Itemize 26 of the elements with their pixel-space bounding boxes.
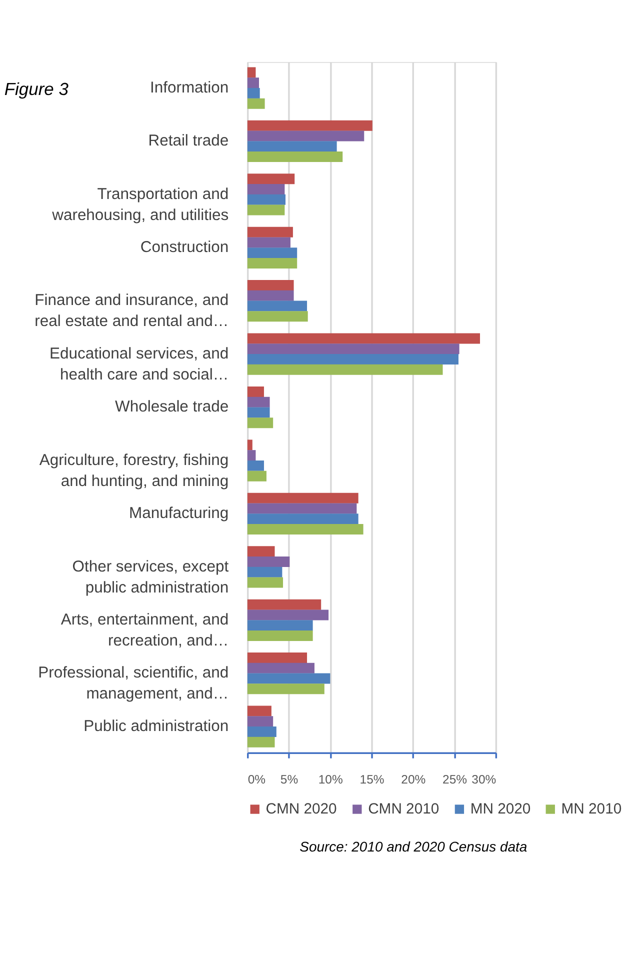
y-tick-label: Transportation and warehousing, and utilities — [51, 186, 229, 224]
source-note: Source: 2010 and 2020 Census data — [300, 838, 528, 854]
legend-label: CMN 2010 — [368, 802, 440, 818]
y-tick-label: Educational services, and health care and social… — [50, 345, 229, 384]
x-tick-label: 20% — [401, 772, 426, 787]
x-tick-label: 10% — [318, 772, 343, 787]
y-tick-label: Information — [150, 79, 229, 96]
y-tick-label: Retail trade — [148, 132, 229, 150]
text: Figure 3 — [4, 79, 69, 100]
y-tick-label: Arts, entertainment, and recreation, and… — [60, 612, 229, 650]
y-tick-label: Construction — [140, 239, 229, 256]
y-tick-label: Public administration — [84, 718, 229, 735]
x-tick-label: 0% — [248, 772, 266, 787]
y-tick-label: Agriculture, forestry, fishing and hunting, and mining — [39, 452, 229, 490]
x-tick-label: 15% — [360, 772, 384, 787]
y-tick-label: Wholesale trade — [115, 398, 229, 416]
y-tick-label: Professional, scientific, and management, and… — [38, 664, 229, 703]
legend-label: MN 2010 — [561, 802, 622, 818]
legend-label: CMN 2020 — [266, 802, 337, 818]
x-tick-label: 5% — [280, 772, 298, 787]
x-tick-label: 25% — [442, 772, 468, 787]
x-tick-label: 30% — [472, 772, 496, 787]
y-tick-label: Other services, except public administration — [72, 558, 230, 596]
y-tick-label: Manufacturing — [129, 505, 229, 522]
legend-label: MN 2020 — [470, 802, 531, 818]
y-tick-label: Finance and insurance, and real estate and rental and… — [34, 292, 229, 330]
